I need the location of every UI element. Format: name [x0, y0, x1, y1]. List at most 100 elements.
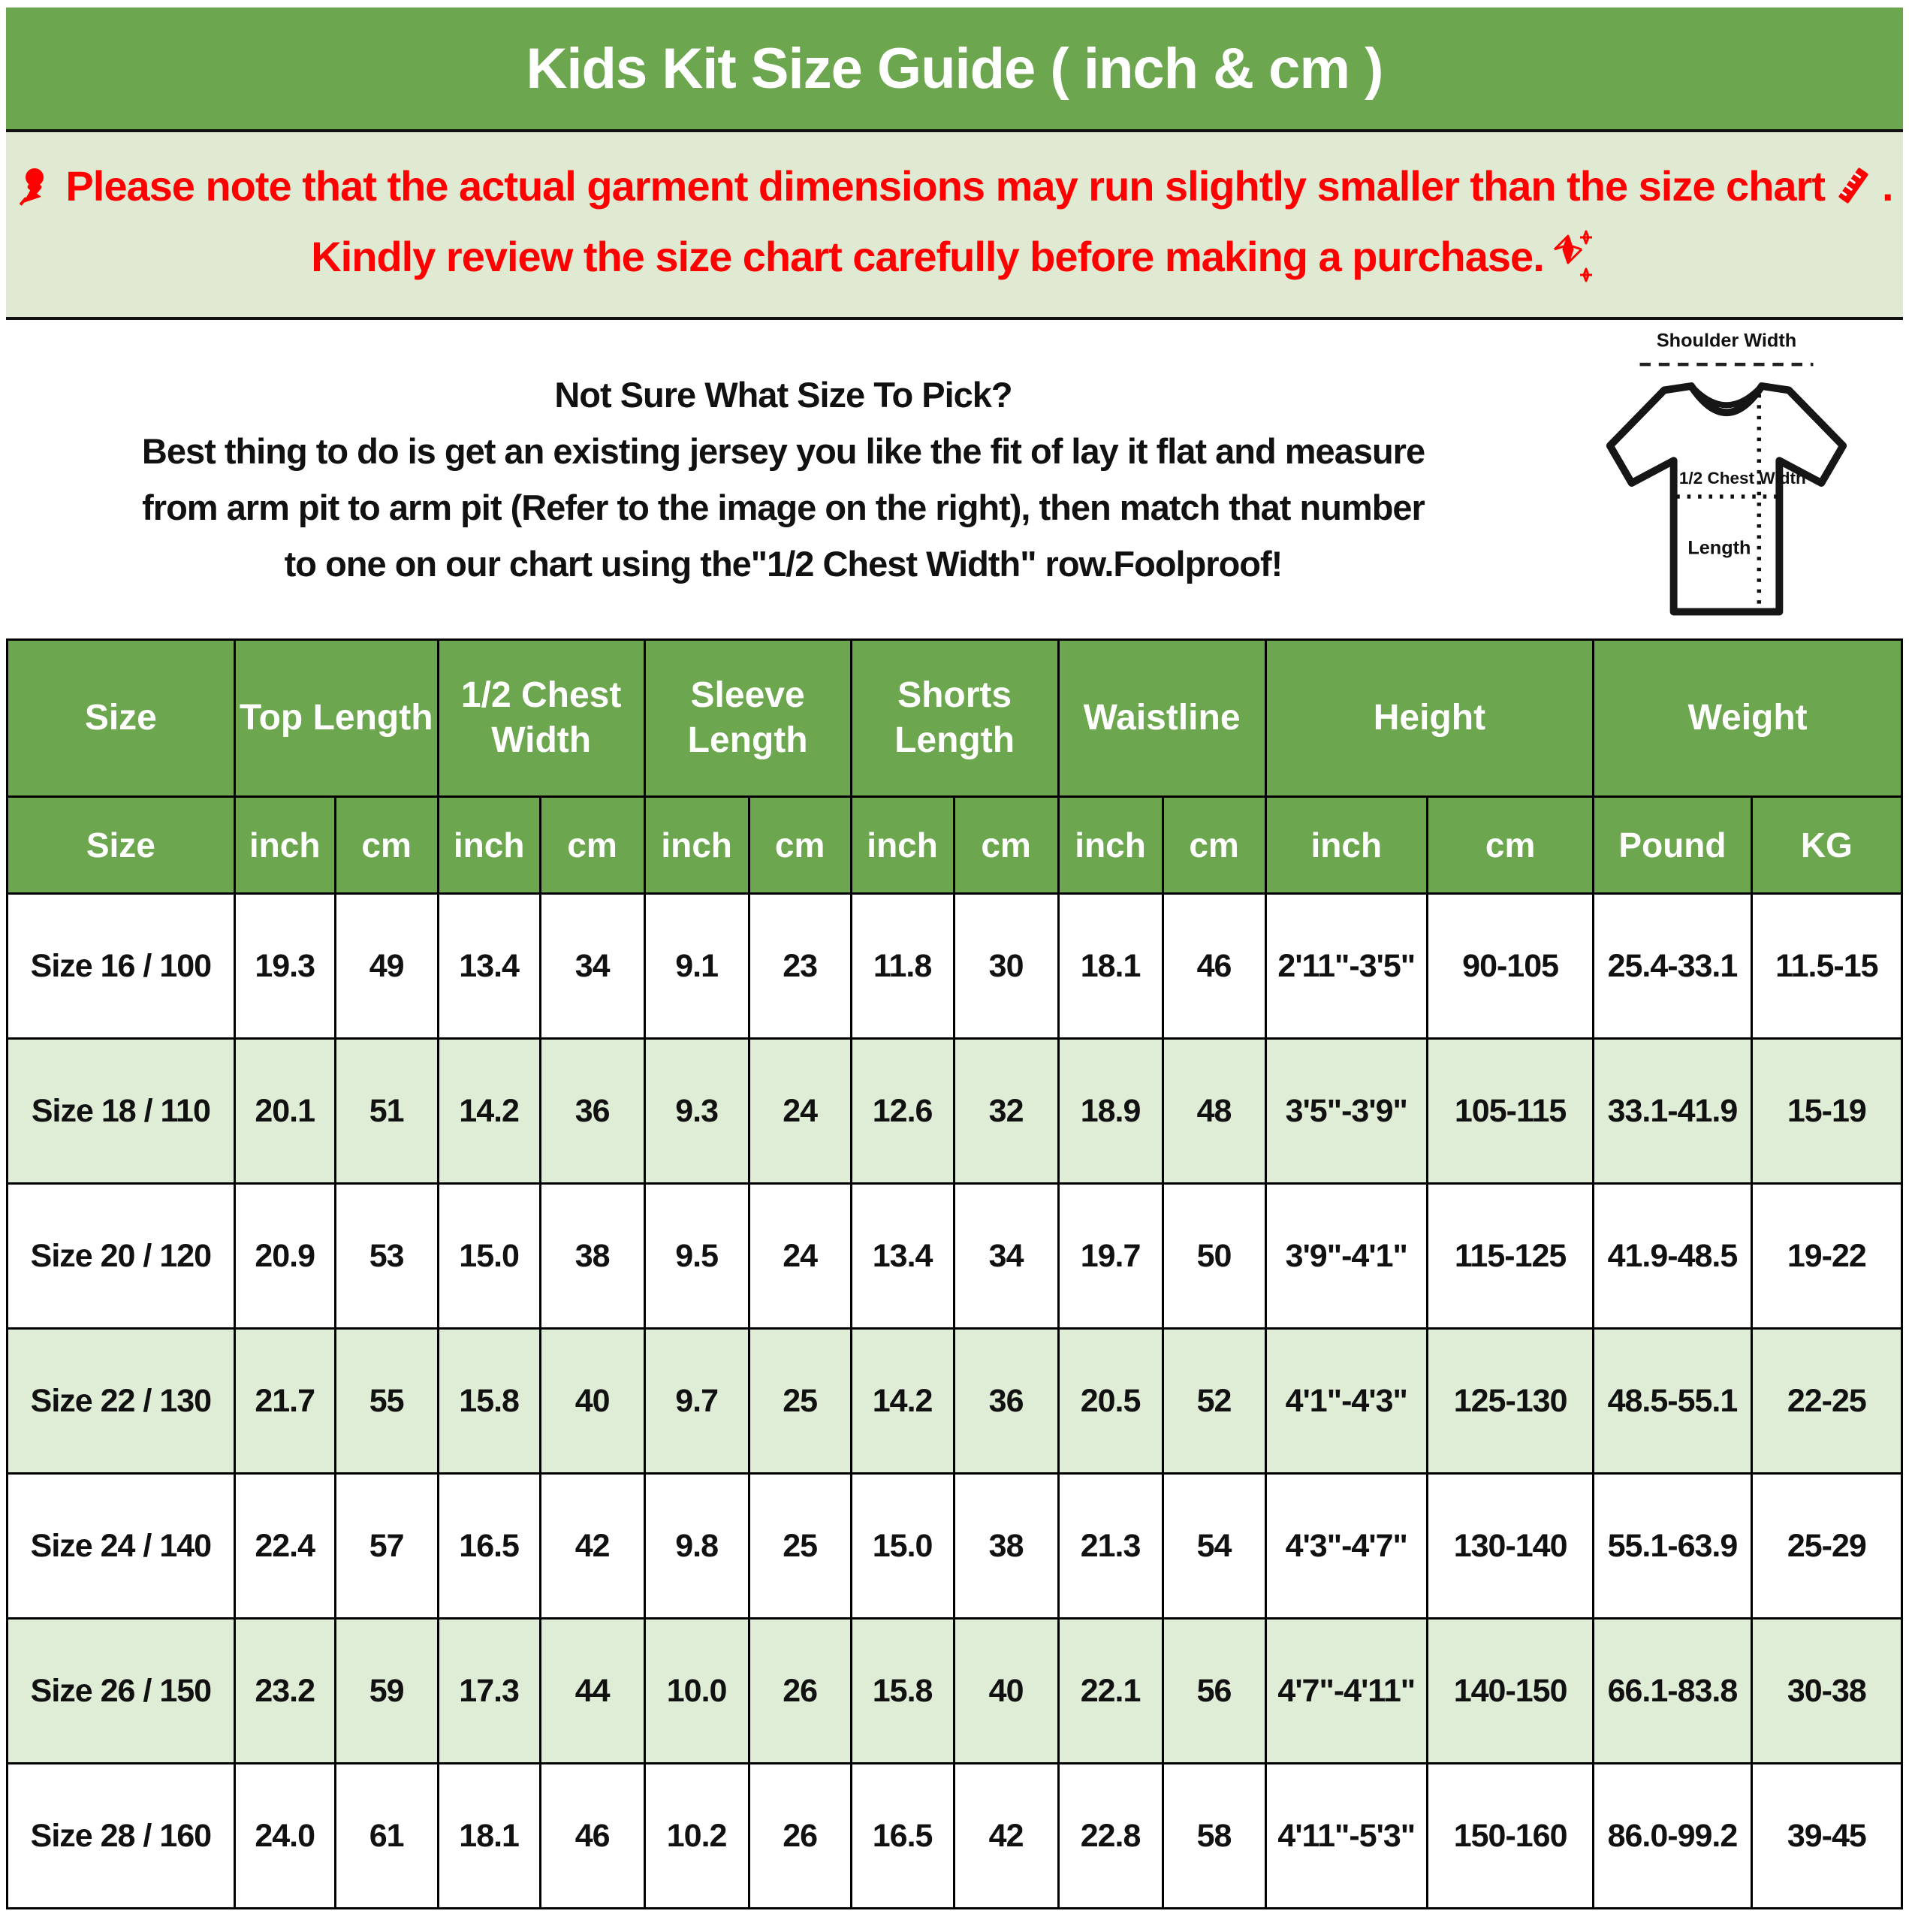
value-cell: 66.1-83.8 [1592, 1617, 1753, 1764]
column-group-header: Waistline [1057, 638, 1267, 798]
value-cell: 9.5 [643, 1182, 750, 1330]
unit-header-cell: inch [849, 795, 955, 895]
notice-line-2: Kindly review the size chart carefully b… [6, 225, 1903, 288]
value-cell: 15-19 [1750, 1037, 1904, 1185]
value-cell: 26 [747, 1617, 852, 1764]
size-cell: Size 24 / 140 [6, 1472, 236, 1620]
unit-header-cell: Pound [1592, 795, 1753, 895]
unit-header-cell: inch [1057, 795, 1164, 895]
value-cell: 24 [747, 1037, 852, 1185]
table-row: Size 16 / 100 19.3 49 13.4 34 9.1 23 11.8 30 18.1… [6, 892, 1904, 1040]
notice-line-1: Please note that the actual garment dime… [6, 162, 1903, 210]
table-header-row: Size Top Length 1/2 Chest Width Sleeve Leng… [6, 638, 1903, 798]
diagram-length-label: Length [1687, 537, 1751, 558]
table-row: Size 20 / 120 20.9 53 15.0 38 9.5 24 13.4 34 19.7… [6, 1182, 1904, 1330]
page-title: Kids Kit Size Guide ( inch & cm ) [526, 36, 1384, 101]
value-cell: 41.9-48.5 [1592, 1182, 1753, 1330]
value-cell: 25 [747, 1327, 852, 1475]
value-cell: 22.8 [1057, 1762, 1164, 1909]
value-cell: 9.7 [643, 1327, 750, 1475]
value-cell: 40 [538, 1327, 646, 1475]
value-cell: 125-130 [1425, 1327, 1595, 1475]
value-cell: 38 [952, 1472, 1060, 1620]
table-row: Size 24 / 140 22.4 57 16.5 42 9.8 25 15.0 38 21.3… [6, 1472, 1904, 1620]
unit-header-cell: cm [1425, 795, 1595, 895]
value-cell: 9.3 [643, 1037, 750, 1185]
size-cell: Size 28 / 160 [6, 1762, 236, 1909]
value-cell: 13.4 [849, 1182, 955, 1330]
value-cell: 115-125 [1425, 1182, 1595, 1330]
value-cell: 54 [1161, 1472, 1267, 1620]
value-cell: 34 [538, 892, 646, 1040]
unit-header-cell: cm [333, 795, 439, 895]
column-group-header: 1/2 Chest Width [436, 638, 646, 798]
size-cell: Size 22 / 130 [6, 1327, 236, 1475]
table-row: Size 26 / 150 23.2 59 17.3 44 10.0 26 15.8 40 22.… [6, 1617, 1904, 1764]
value-cell: 15.8 [849, 1617, 955, 1764]
value-cell: 3'9"-4'1" [1264, 1182, 1429, 1330]
column-group-header: Shorts Length [849, 638, 1060, 798]
value-cell: 11.8 [849, 892, 955, 1040]
value-cell: 14.2 [436, 1037, 541, 1185]
value-cell: 46 [538, 1762, 646, 1909]
value-cell: 18.1 [1057, 892, 1164, 1040]
value-cell: 16.5 [436, 1472, 541, 1620]
value-cell: 23.2 [233, 1617, 336, 1764]
tshirt-measurement-icon: Shoulder Width 1/2 Chest Width Length [1606, 330, 1847, 615]
value-cell: 39-45 [1750, 1762, 1904, 1909]
title-banner: Kids Kit Size Guide ( inch & cm ) [6, 8, 1903, 132]
size-cell: Size 16 / 100 [6, 892, 236, 1040]
value-cell: 49 [333, 892, 439, 1040]
value-cell: 33.1-41.9 [1592, 1037, 1753, 1185]
size-table: Size Top Length 1/2 Chest Width Sleeve Leng… [6, 638, 1904, 1909]
unit-header-cell: inch [1264, 795, 1429, 895]
value-cell: 23 [747, 892, 852, 1040]
value-cell: 15.0 [849, 1472, 955, 1620]
value-cell: 18.9 [1057, 1037, 1164, 1185]
value-cell: 34 [952, 1182, 1060, 1330]
value-cell: 105-115 [1425, 1037, 1595, 1185]
notice-text-1: Please note that the actual garment dime… [65, 162, 1826, 210]
value-cell: 25.4-33.1 [1592, 892, 1753, 1040]
table-row: Size 18 / 110 20.1 51 14.2 36 9.3 24 12.6 32 18.9… [6, 1037, 1904, 1185]
unit-header-cell: cm [1161, 795, 1267, 895]
value-cell: 14.2 [849, 1327, 955, 1475]
size-help-text: Not Sure What Size To Pick? Best thing t… [6, 367, 1550, 593]
value-cell: 58 [1161, 1762, 1267, 1909]
unit-header-cell: KG [1750, 795, 1904, 895]
value-cell: 36 [952, 1327, 1060, 1475]
value-cell: 15.8 [436, 1327, 541, 1475]
value-cell: 25-29 [1750, 1472, 1904, 1620]
value-cell: 36 [538, 1037, 646, 1185]
value-cell: 9.8 [643, 1472, 750, 1620]
column-group-header: Weight [1592, 638, 1903, 798]
value-cell: 4'1"-4'3" [1264, 1327, 1429, 1475]
size-help-line-1: Best thing to do is get an existing jers… [141, 430, 1425, 471]
size-cell: Size 18 / 110 [6, 1037, 236, 1185]
value-cell: 42 [952, 1762, 1060, 1909]
value-cell: 16.5 [849, 1762, 955, 1909]
value-cell: 22.1 [1057, 1617, 1164, 1764]
value-cell: 20.5 [1057, 1327, 1164, 1475]
value-cell: 32 [952, 1037, 1060, 1185]
table-row: Size 28 / 160 24.0 61 18.1 46 10.2 26 16.5 42 22.… [6, 1762, 1904, 1909]
value-cell: 40 [952, 1617, 1060, 1764]
value-cell: 38 [538, 1182, 646, 1330]
notice-banner: Please note that the actual garment dime… [6, 132, 1903, 320]
value-cell: 12.6 [849, 1037, 955, 1185]
size-cell: Size 20 / 120 [6, 1182, 236, 1330]
value-cell: 25 [747, 1472, 852, 1620]
tshirt-diagram: Shoulder Width 1/2 Chest Width Length [1550, 320, 1903, 638]
size-help-line-2: from arm pit to arm pit (Refer to the im… [142, 488, 1425, 527]
value-cell: 140-150 [1425, 1617, 1595, 1764]
notice-text-2: Kindly review the size chart carefully b… [311, 233, 1545, 280]
ruler-icon [1838, 168, 1868, 204]
value-cell: 46 [1161, 892, 1267, 1040]
value-cell: 4'7"-4'11" [1264, 1617, 1429, 1764]
column-group-header: Sleeve Length [643, 638, 852, 798]
value-cell: 11.5-15 [1750, 892, 1904, 1040]
unit-header-cell: cm [952, 795, 1060, 895]
diagram-chest-label: 1/2 Chest Width [1679, 468, 1806, 487]
unit-header-cell: inch [436, 795, 541, 895]
